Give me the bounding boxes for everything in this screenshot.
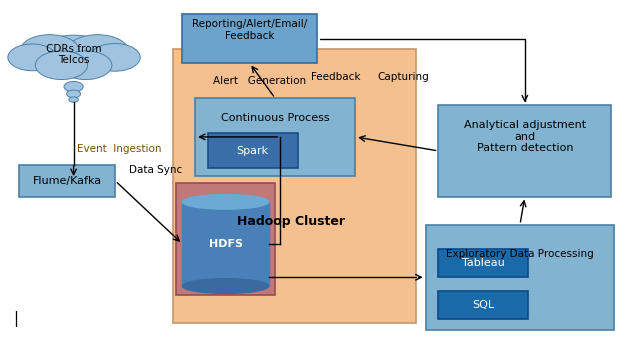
Circle shape bbox=[60, 51, 112, 80]
Text: Data Sync: Data Sync bbox=[129, 165, 182, 174]
Ellipse shape bbox=[182, 194, 269, 209]
Circle shape bbox=[66, 35, 129, 69]
FancyBboxPatch shape bbox=[208, 133, 298, 168]
Text: |: | bbox=[13, 311, 19, 327]
Text: Flume/Kafka: Flume/Kafka bbox=[33, 176, 102, 186]
Circle shape bbox=[67, 90, 81, 98]
Circle shape bbox=[90, 44, 140, 71]
Text: CDRs from
Telcos: CDRs from Telcos bbox=[46, 44, 101, 65]
FancyBboxPatch shape bbox=[426, 225, 614, 330]
FancyBboxPatch shape bbox=[438, 249, 528, 277]
FancyBboxPatch shape bbox=[195, 98, 355, 176]
Text: Reporting/Alert/Email/
Feedback: Reporting/Alert/Email/ Feedback bbox=[192, 19, 307, 41]
FancyBboxPatch shape bbox=[19, 165, 115, 197]
Text: Analytical adjustment
and
Pattern detection: Analytical adjustment and Pattern detect… bbox=[464, 120, 586, 153]
Bar bbox=[182, 202, 269, 286]
Text: Hadoop Cluster: Hadoop Cluster bbox=[237, 214, 345, 228]
Circle shape bbox=[69, 97, 78, 102]
Text: Capturing: Capturing bbox=[378, 72, 429, 82]
Ellipse shape bbox=[182, 279, 269, 293]
FancyBboxPatch shape bbox=[173, 49, 416, 323]
Circle shape bbox=[35, 35, 112, 77]
Circle shape bbox=[8, 44, 56, 71]
Text: Event  Ingestion: Event Ingestion bbox=[77, 144, 161, 154]
FancyBboxPatch shape bbox=[182, 14, 317, 63]
Circle shape bbox=[20, 35, 79, 67]
FancyBboxPatch shape bbox=[438, 105, 611, 197]
Text: Exploratory Data Processing: Exploratory Data Processing bbox=[446, 250, 594, 259]
Circle shape bbox=[35, 51, 88, 80]
Text: HDFS: HDFS bbox=[209, 239, 243, 249]
Text: SQL: SQL bbox=[472, 300, 494, 310]
Text: Alert   Generation: Alert Generation bbox=[212, 76, 306, 86]
Text: Feedback: Feedback bbox=[311, 72, 361, 82]
Text: Spark: Spark bbox=[237, 146, 269, 156]
FancyBboxPatch shape bbox=[438, 291, 528, 319]
Text: Continuous Process: Continuous Process bbox=[221, 113, 330, 122]
FancyBboxPatch shape bbox=[176, 183, 275, 295]
Text: Tableau: Tableau bbox=[462, 258, 504, 268]
Circle shape bbox=[64, 81, 83, 92]
